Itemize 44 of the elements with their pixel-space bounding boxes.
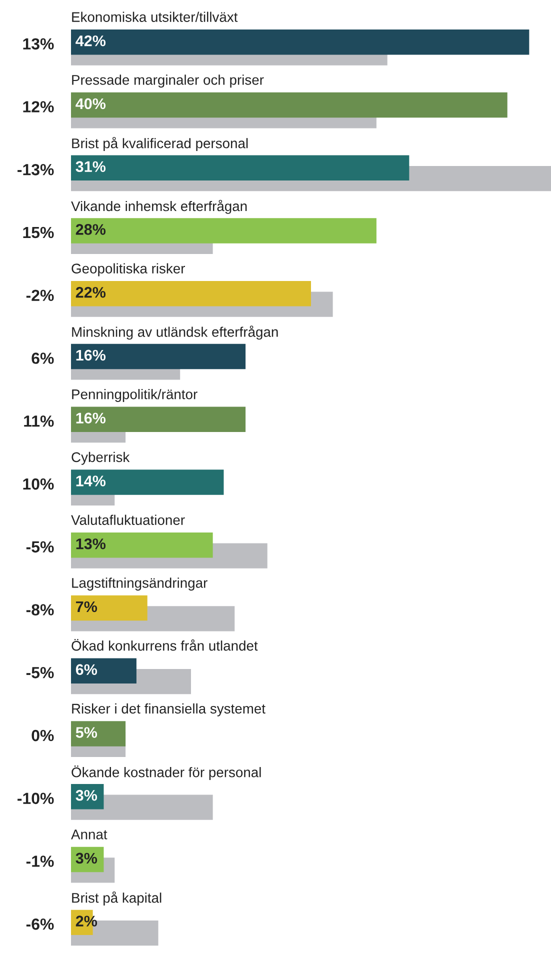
data-label: 28%: [76, 224, 106, 235]
y-tick-label: Minskning av utländsk efterfrågan: [72, 326, 278, 340]
text: -13%: [18, 164, 54, 176]
data-label: 22%: [76, 286, 106, 298]
data-label: 6%: [76, 664, 98, 675]
y-tick-label: Lagstiftningsändringar: [72, 578, 208, 591]
text: 11%: [24, 416, 54, 427]
text: -5%: [26, 541, 54, 553]
y-tick-label: Brist på kapital: [72, 891, 162, 906]
y-tick-label: Risker i det finansiella systemet: [72, 703, 266, 716]
data-label: 42%: [76, 35, 106, 46]
data-label: 16%: [76, 350, 106, 361]
data-label: 5%: [76, 727, 98, 738]
y-tick-label: Annat: [71, 830, 108, 840]
y-tick-label: Valutafluktuationer: [71, 514, 185, 525]
data-label: 31%: [76, 161, 106, 172]
text: 6%: [32, 352, 54, 364]
data-label: 14%: [76, 476, 106, 486]
y-tick-label: Brist på kvalificerad personal: [72, 136, 248, 152]
text: -2%: [26, 290, 54, 302]
text: -10%: [18, 792, 54, 804]
data-label: 16%: [76, 412, 106, 424]
y-tick-label: Pressade marginaler och priser: [72, 74, 264, 88]
text: 13%: [23, 38, 54, 50]
y-tick-label: Ökad konkurrens från utlandet: [72, 638, 258, 651]
text: 15%: [23, 226, 54, 238]
y-tick-label: Cyberrisk: [72, 452, 130, 465]
data-label: 7%: [76, 601, 98, 612]
data-label: 3%: [76, 790, 98, 801]
data-label: 3%: [76, 852, 98, 864]
text: -5%: [26, 667, 54, 678]
y-tick-label: Geopolitiska risker: [72, 263, 186, 276]
data-label: 40%: [76, 98, 106, 110]
text: -8%: [26, 604, 54, 616]
text: 0%: [32, 730, 54, 742]
data-label: 13%: [76, 538, 106, 550]
text: -6%: [26, 918, 54, 930]
y-tick-label: Ökande kostnader för personal: [72, 765, 261, 780]
text: -1%: [26, 856, 54, 867]
text: 10%: [23, 478, 54, 490]
y-tick-label: Ekonomiska utsikter/tillväxt: [72, 12, 238, 22]
y-tick-label: Vikande inhemsk efterfrågan: [71, 200, 247, 214]
y-tick-label: Penningpolitik/räntor: [72, 389, 198, 402]
text: 12%: [23, 101, 54, 112]
